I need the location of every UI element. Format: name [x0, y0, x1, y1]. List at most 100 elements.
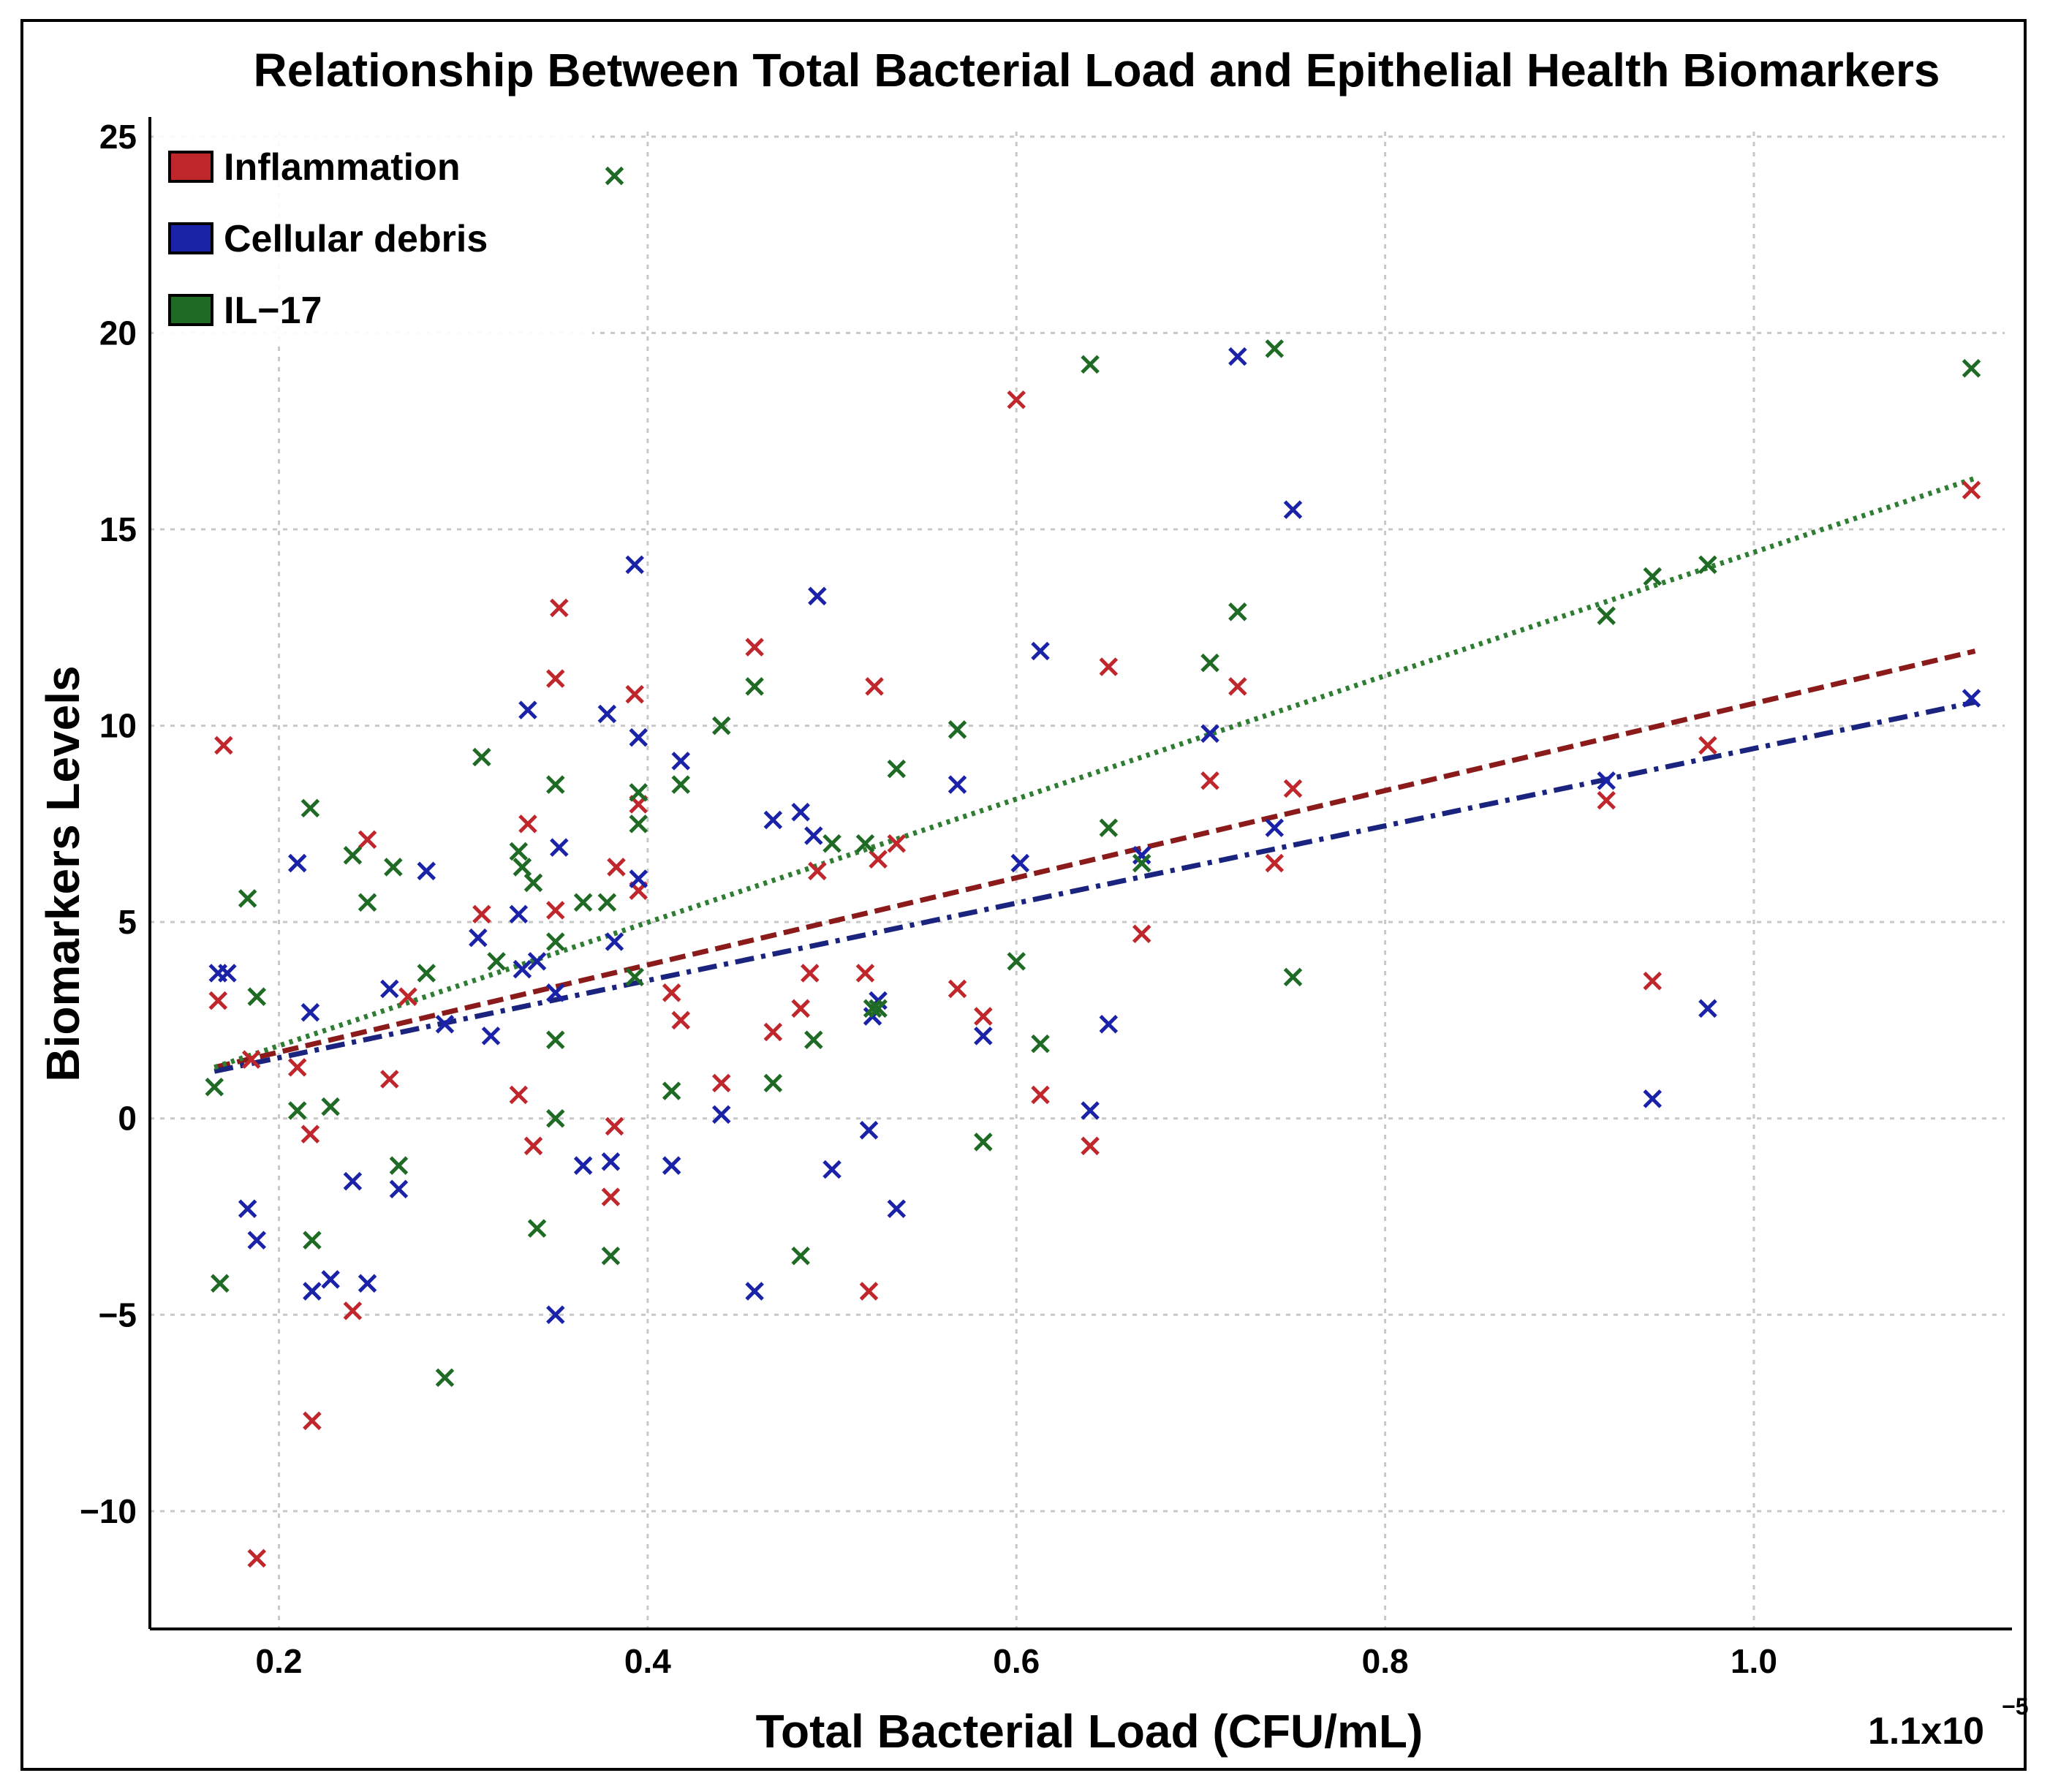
point-cellular-debris	[238, 1199, 257, 1219]
point-cellular-debris	[605, 932, 624, 951]
point-il-17	[1643, 567, 1663, 586]
point-cellular-debris	[512, 959, 532, 979]
point-cellular-debris	[948, 775, 967, 794]
point-cellular-debris	[662, 1156, 681, 1175]
point-cellular-debris	[321, 1270, 340, 1289]
point-inflammation	[208, 991, 228, 1010]
point-cellular-debris	[1099, 1015, 1119, 1034]
y-tick-label: 20	[99, 314, 137, 352]
point-il-17	[629, 783, 648, 802]
point-inflammation	[472, 904, 491, 924]
point-inflammation	[380, 1070, 399, 1089]
y-tick-label: 10	[99, 707, 137, 745]
point-cellular-debris	[1265, 818, 1285, 837]
point-cellular-debris	[287, 853, 307, 873]
point-il-17	[601, 1246, 621, 1266]
point-inflammation	[1007, 390, 1026, 409]
point-inflammation	[358, 830, 377, 850]
point-inflammation	[601, 1187, 621, 1206]
point-inflammation	[948, 979, 967, 999]
chart-title: Relationship Between Total Bacterial Loa…	[254, 44, 1940, 97]
point-il-17	[527, 1219, 547, 1238]
point-inflammation	[855, 964, 875, 983]
point-inflammation	[550, 598, 569, 618]
x-scale-multiplier: 1.1x10 −5	[1868, 1693, 2028, 1753]
point-il-17	[358, 893, 377, 912]
point-inflammation	[241, 1050, 261, 1069]
point-inflammation	[1698, 736, 1717, 755]
point-il-17	[863, 999, 882, 1018]
point-cellular-debris	[1132, 846, 1151, 865]
point-cellular-debris	[1200, 724, 1219, 744]
point-cellular-debris	[887, 1199, 907, 1219]
point-il-17	[546, 1108, 565, 1128]
point-cellular-debris	[546, 1305, 565, 1325]
point-il-17	[745, 677, 764, 696]
point-il-17	[1962, 359, 1981, 378]
y-tick-label: −10	[80, 1492, 137, 1530]
point-il-17	[303, 1230, 322, 1250]
point-inflammation	[303, 1411, 322, 1431]
trend-lines	[213, 475, 1976, 1074]
point-cellular-debris	[625, 555, 644, 575]
point-cellular-debris	[218, 964, 237, 983]
point-il-17	[389, 1156, 409, 1175]
trend-line-inflammation	[213, 649, 1976, 1070]
y-tick-labels: 25 20 15 10 5 0 −5 −10	[80, 118, 137, 1530]
y-tick-label: 5	[118, 903, 137, 941]
point-il-17	[435, 1368, 455, 1387]
point-cellular-debris	[1597, 771, 1616, 790]
point-il-17	[791, 1246, 810, 1266]
point-cellular-debris	[808, 586, 827, 606]
point-inflammation	[808, 861, 827, 881]
point-cellular-debris	[745, 1282, 764, 1301]
point-il-17	[597, 893, 617, 912]
point-inflammation	[214, 736, 233, 755]
point-il-17	[343, 846, 363, 865]
point-cellular-debris	[1010, 853, 1030, 873]
point-cellular-debris	[527, 952, 547, 971]
point-inflammation	[745, 638, 764, 657]
point-cellular-debris	[629, 869, 648, 888]
point-cellular-debris	[711, 1105, 731, 1124]
x-scale-multiplier-base: 1.1x10	[1868, 1710, 1984, 1753]
point-inflammation	[859, 1282, 879, 1301]
point-cellular-debris	[671, 752, 691, 771]
point-il-17	[1228, 602, 1247, 621]
y-tick-label: −5	[99, 1296, 137, 1334]
point-cellular-debris	[573, 1156, 593, 1175]
point-il-17	[523, 873, 543, 893]
legend-background	[154, 123, 592, 342]
trend-line-cellular-debris	[213, 699, 1976, 1074]
point-il-17	[384, 858, 403, 877]
point-inflammation	[711, 1073, 731, 1093]
y-tick-label: 0	[118, 1100, 137, 1138]
point-cellular-debris	[804, 826, 823, 845]
legend-label: Cellular debris	[224, 218, 488, 260]
point-cellular-debris	[469, 928, 488, 948]
point-il-17	[804, 1030, 823, 1050]
x-tick-label: 1.0	[1731, 1642, 1777, 1680]
point-il-17	[287, 1101, 307, 1120]
point-il-17	[625, 967, 644, 987]
point-cellular-debris	[518, 700, 537, 719]
point-cellular-debris	[629, 727, 648, 747]
point-il-17	[948, 720, 967, 739]
point-cellular-debris	[509, 904, 529, 924]
point-cellular-debris	[601, 1152, 621, 1171]
point-il-17	[509, 842, 529, 861]
point-inflammation	[1132, 924, 1151, 944]
point-cellular-debris	[974, 1027, 993, 1046]
y-tick-label: 25	[99, 118, 137, 156]
point-cellular-debris	[1643, 1089, 1663, 1108]
trend-line-il-17	[213, 475, 1976, 1070]
point-cellular-debris	[1283, 500, 1303, 519]
data-points	[205, 166, 1981, 1568]
point-il-17	[605, 166, 624, 186]
legend-swatch	[168, 151, 213, 183]
point-cellular-debris	[389, 1179, 409, 1199]
point-il-17	[546, 932, 565, 951]
x-tick-label: 0.4	[624, 1642, 671, 1680]
x-scale-multiplier-exponent: −5	[2002, 1693, 2028, 1720]
